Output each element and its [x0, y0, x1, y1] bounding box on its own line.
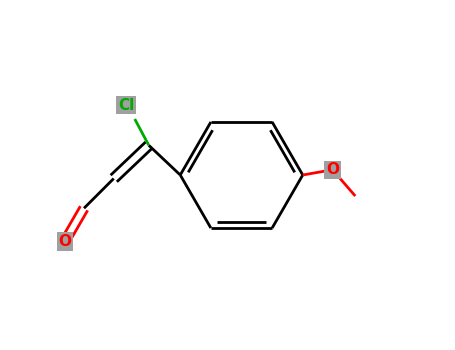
Text: O: O [326, 162, 339, 177]
Text: O: O [58, 234, 71, 249]
Text: Cl: Cl [118, 98, 134, 112]
